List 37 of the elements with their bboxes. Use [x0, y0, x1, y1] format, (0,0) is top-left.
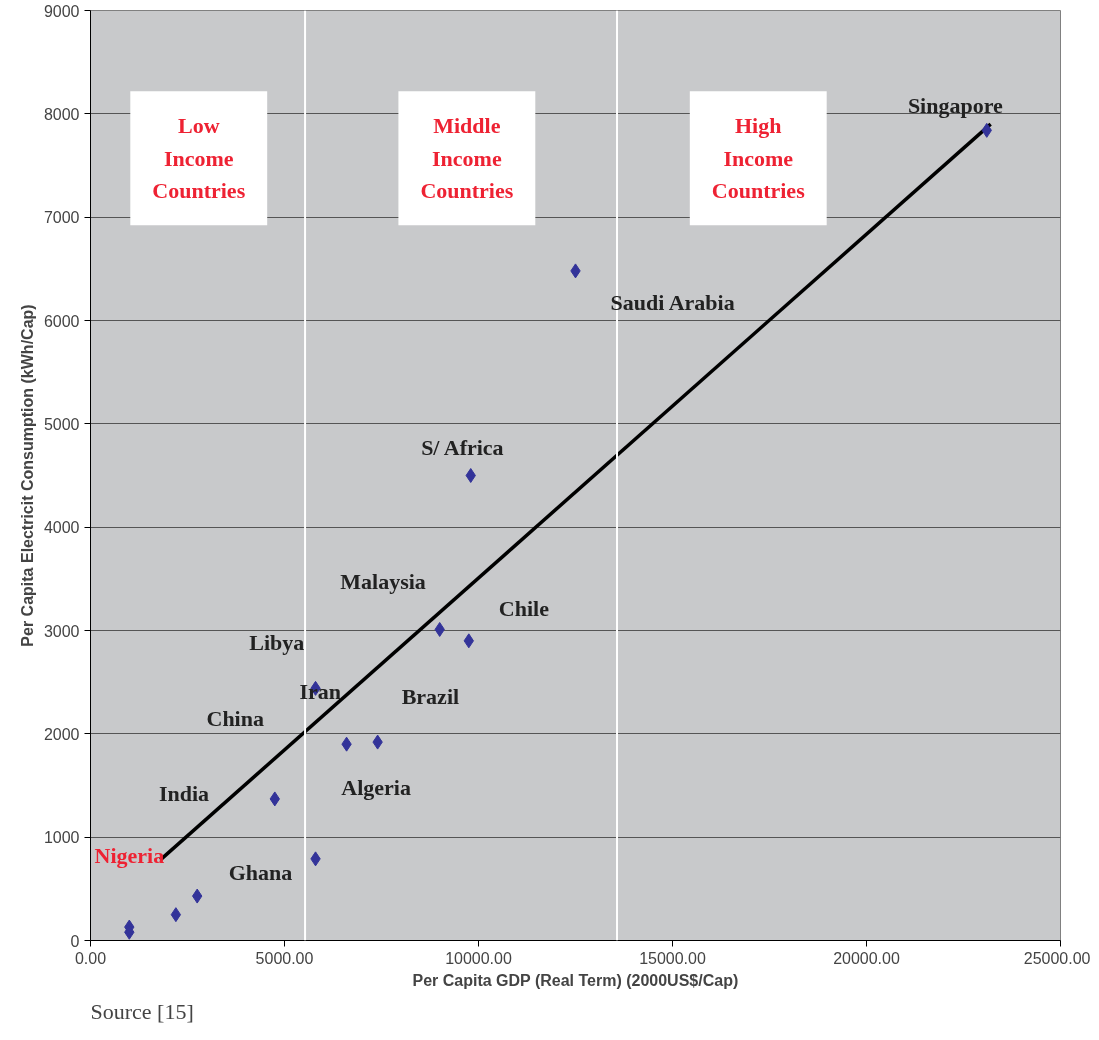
annotation: Malaysia — [340, 569, 426, 595]
y-tick-label: 7000 — [43, 209, 80, 227]
annotation: Middle Income Countries — [420, 113, 514, 204]
x-axis-title: Per Capita GDP (Real Term) (2000US$/Cap) — [412, 971, 739, 989]
y-tick-label: 2000 — [43, 725, 80, 743]
annotation: Singapore — [907, 93, 1004, 119]
annotation: China — [206, 705, 264, 731]
x-tick-label: 25000.00 — [1023, 949, 1091, 967]
annotation: High Income Countries — [711, 113, 806, 204]
y-tick-label: 8000 — [43, 105, 80, 123]
x-tick-label: 15000.00 — [639, 949, 706, 967]
annotation: Nigeria — [94, 843, 165, 869]
y-tick-label: 9000 — [43, 2, 80, 20]
source-note: Source [15] — [90, 998, 194, 1024]
annotation: S/ Africa — [421, 435, 504, 461]
annotation: Saudi Arabia — [610, 290, 735, 316]
annotation: Algeria — [341, 775, 411, 801]
y-tick-label: 5000 — [43, 415, 80, 433]
annotation: Chile — [498, 596, 550, 622]
annotation: India — [158, 781, 210, 807]
y-tick-label: 4000 — [43, 519, 80, 537]
x-tick-label: 20000.00 — [833, 949, 900, 967]
y-tick-label: 1000 — [43, 829, 80, 847]
x-tick-label: 5000.00 — [255, 949, 314, 967]
annotation: Brazil — [401, 684, 460, 710]
annotation: Iran — [299, 678, 341, 704]
y-axis-title: Per Capita Electricit Consumption (kWh/Cap) — [18, 304, 36, 647]
point — [170, 907, 182, 923]
y-tick-label: 6000 — [43, 312, 80, 330]
point — [465, 468, 476, 483]
annotation: Low Income Countries — [152, 113, 246, 204]
annotation: Libya — [249, 630, 305, 656]
annotation: Ghana — [228, 859, 293, 885]
y-tick-label: 0 — [70, 932, 80, 950]
x-tick-label: 10000.00 — [445, 949, 512, 967]
y-tick-label: 3000 — [43, 622, 80, 640]
x-tick-label: 0.00 — [74, 949, 107, 967]
